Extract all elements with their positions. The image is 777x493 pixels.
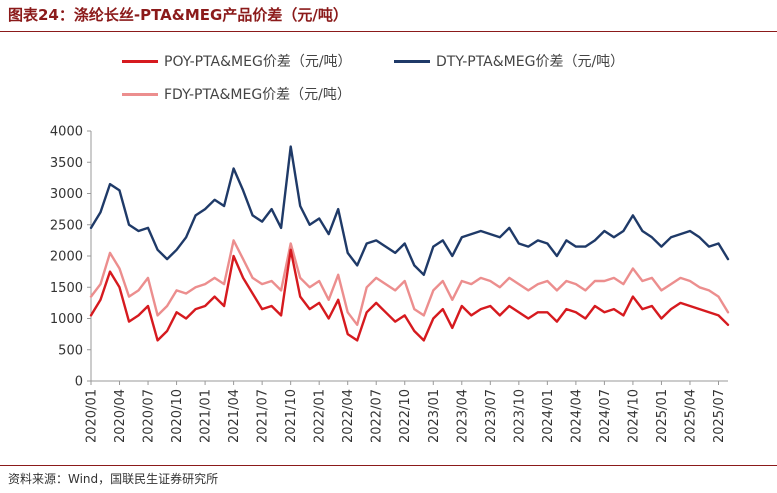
y-tick-label: 1500 bbox=[50, 281, 83, 296]
legend-item-dty: DTY-PTA&MEG价差（元/吨） bbox=[394, 51, 624, 73]
y-tick-label: 4000 bbox=[50, 125, 83, 140]
x-tick-label: 2021/01 bbox=[199, 389, 214, 443]
title-rule bbox=[0, 31, 777, 32]
y-tick-label: 0 bbox=[75, 375, 83, 390]
chart-legend: POY-PTA&MEG价差（元/吨） DTY-PTA&MEG价差（元/吨） FD… bbox=[0, 0, 777, 120]
x-tick-label: 2022/07 bbox=[370, 389, 385, 443]
y-tick-label: 3000 bbox=[50, 187, 83, 202]
x-tick-label: 2025/04 bbox=[683, 389, 698, 443]
x-tick-label: 2023/04 bbox=[455, 389, 470, 443]
x-tick-label: 2020/01 bbox=[85, 389, 100, 443]
x-tick-label: 2022/10 bbox=[398, 389, 413, 443]
series-line-poy bbox=[89, 248, 730, 342]
series-line-fdy bbox=[89, 239, 730, 326]
x-tick-label: 2022/04 bbox=[341, 389, 356, 443]
x-tick-label: 2024/07 bbox=[598, 389, 613, 443]
y-tick-label: 500 bbox=[58, 343, 83, 358]
series-line-dty bbox=[89, 145, 730, 276]
x-tick-label: 2023/10 bbox=[512, 389, 527, 443]
x-tick-label: 2021/10 bbox=[284, 389, 299, 443]
legend-swatch-fdy bbox=[122, 92, 158, 96]
x-tick-label: 2021/07 bbox=[256, 389, 271, 443]
x-tick-label: 2025/01 bbox=[655, 389, 670, 443]
source-note: 资料来源：Wind，国联民生证券研究所 bbox=[8, 472, 219, 486]
y-tick-label: 2000 bbox=[50, 250, 83, 265]
x-tick-label: 2024/01 bbox=[541, 389, 556, 443]
x-tick-label: 2024/04 bbox=[569, 389, 584, 443]
x-tick-label: 2020/10 bbox=[170, 389, 185, 443]
x-tick-label: 2024/10 bbox=[626, 389, 641, 443]
legend-item-poy: POY-PTA&MEG价差（元/吨） bbox=[122, 51, 352, 73]
x-tick-label: 2020/04 bbox=[113, 389, 128, 443]
y-tick-label: 1000 bbox=[50, 312, 83, 327]
legend-item-fdy: FDY-PTA&MEG价差（元/吨） bbox=[122, 84, 351, 106]
x-tick-label: 2020/07 bbox=[142, 389, 157, 443]
bottom-rule bbox=[0, 465, 777, 466]
legend-swatch-poy bbox=[122, 59, 158, 63]
legend-label-poy: POY-PTA&MEG价差（元/吨） bbox=[164, 54, 352, 70]
legend-label-fdy: FDY-PTA&MEG价差（元/吨） bbox=[164, 87, 351, 103]
x-tick-label: 2022/01 bbox=[313, 389, 328, 443]
figure-title: 图表24：涤纶长丝-PTA&MEG产品价差（元/吨） bbox=[8, 6, 348, 24]
y-tick-label: 3500 bbox=[50, 156, 83, 171]
y-tick-label: 2500 bbox=[50, 218, 83, 233]
x-tick-label: 2025/07 bbox=[712, 389, 727, 443]
legend-label-dty: DTY-PTA&MEG价差（元/吨） bbox=[436, 54, 625, 70]
x-tick-label: 2023/01 bbox=[427, 389, 442, 443]
legend-swatch-dty bbox=[394, 59, 430, 63]
x-tick-label: 2021/04 bbox=[227, 389, 242, 443]
x-tick-label: 2023/07 bbox=[484, 389, 499, 443]
